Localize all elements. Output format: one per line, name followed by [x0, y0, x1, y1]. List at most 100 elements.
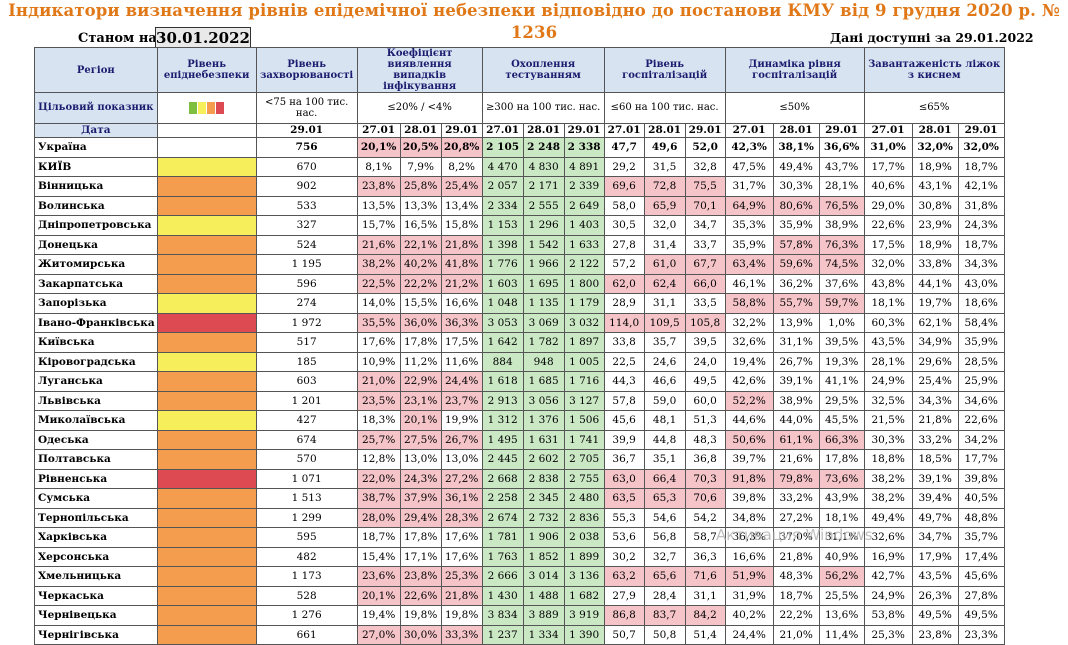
- oxygen-beds-value: 43,5%: [863, 332, 913, 353]
- hospitalization-dynamics-value: 55,7%: [772, 293, 820, 314]
- hospitalization-dynamics-value: 48,3%: [772, 566, 820, 587]
- incidence-value: 524: [255, 234, 358, 255]
- detection-value: 27,5%: [399, 429, 442, 450]
- testing-value: 3 136: [563, 566, 605, 587]
- hospitalization-value: 54,6: [643, 507, 686, 528]
- target-detection: ≤20% / <4%: [356, 92, 483, 124]
- testing-value: 884: [481, 351, 524, 372]
- detection-value: 21,2%: [440, 273, 483, 294]
- detection-value: 20,5%: [399, 137, 442, 158]
- hospitalization-value: 30,5: [603, 215, 645, 236]
- hospitalization-value: 36,7: [603, 449, 645, 470]
- detection-value: 13,5%: [356, 195, 401, 216]
- oxygen-beds-value: 18,8%: [863, 449, 913, 470]
- testing-value: 2 105: [481, 137, 524, 158]
- testing-value: 4 891: [563, 156, 605, 177]
- incidence-value: 674: [255, 429, 358, 450]
- region-row: Волинська 533 13,5% 13,3% 13,4% 2 334 2 555 2 6…: [34, 195, 1005, 216]
- hospitalization-dynamics-value: 49,4%: [772, 156, 820, 177]
- oxygen-beds-value: 21,5%: [863, 410, 913, 431]
- region-name: Донецька: [34, 234, 158, 255]
- oxygen-beds-value: 18,9%: [911, 234, 959, 255]
- date-cell: 29.01: [563, 123, 605, 138]
- date-cell: 28.01: [522, 123, 565, 138]
- detection-value: 7,9%: [399, 156, 442, 177]
- hospitalization-dynamics-value: 76,3%: [818, 234, 865, 255]
- hospitalization-value: 114,0: [603, 312, 645, 333]
- oxygen-beds-value: 23,3%: [957, 624, 1005, 645]
- hospitalization-dynamics-value: 43,9%: [818, 488, 865, 509]
- hospitalization-value: 63,5: [603, 488, 645, 509]
- testing-value: 3 919: [563, 605, 605, 626]
- oxygen-beds-value: 18,9%: [911, 156, 959, 177]
- date-cell: 27.01: [603, 123, 645, 138]
- testing-value: 1 005: [563, 351, 605, 372]
- date-cell: 28.01: [772, 123, 820, 138]
- date-cell: 28.01: [643, 123, 686, 138]
- hospitalization-dynamics-value: 35,9%: [772, 215, 820, 236]
- hospitalization-dynamics-value: 18,1%: [818, 507, 865, 528]
- detection-value: 13,3%: [399, 195, 442, 216]
- oxygen-beds-value: 39,1%: [911, 468, 959, 489]
- oxygen-beds-value: 43,5%: [911, 566, 959, 587]
- hospitalization-value: 75,5: [684, 176, 726, 197]
- hospitalization-value: 24,0: [684, 351, 726, 372]
- incidence-value: 1 513: [255, 488, 358, 509]
- hospitalization-dynamics-value: 57,8%: [772, 234, 820, 255]
- level-swatch-green: [189, 102, 198, 114]
- region-name: Луганська: [34, 371, 158, 392]
- hospitalization-value: 53,6: [603, 527, 645, 548]
- target-row: Цільовий показник <75 на 100 тис. нас. ≤…: [34, 92, 1005, 124]
- incidence-value: 1 299: [255, 507, 358, 528]
- testing-value: 2 666: [481, 566, 524, 587]
- detection-value: 22,5%: [356, 273, 401, 294]
- oxygen-beds-value: 43,8%: [863, 273, 913, 294]
- testing-value: 1 403: [563, 215, 605, 236]
- testing-value: 2 248: [522, 137, 565, 158]
- incidence-value: 603: [255, 371, 358, 392]
- epidemic-level-cell: [156, 624, 257, 645]
- testing-value: 1 312: [481, 410, 524, 431]
- hospitalization-dynamics-value: 42,6%: [724, 371, 774, 392]
- testing-value: 2 602: [522, 449, 565, 470]
- hospitalization-dynamics-value: 59,7%: [818, 293, 865, 314]
- testing-value: 2 345: [522, 488, 565, 509]
- detection-value: 23,5%: [356, 390, 401, 411]
- hospitalization-value: 33,5: [684, 293, 726, 314]
- hospitalization-dynamics-value: 79,8%: [772, 468, 820, 489]
- region-name: Київська: [34, 332, 158, 353]
- epidemic-level-cell: [156, 312, 257, 333]
- detection-value: 36,0%: [399, 312, 442, 333]
- oxygen-beds-value: 23,8%: [911, 624, 959, 645]
- hospitalization-value: 48,1: [643, 410, 686, 431]
- target-hospitalization: ≤60 на 100 тис. нас.: [603, 92, 726, 124]
- hospitalization-dynamics-value: 19,4%: [724, 351, 774, 372]
- detection-value: 20,8%: [440, 137, 483, 158]
- oxygen-beds-value: 18,7%: [957, 156, 1005, 177]
- hospitalization-dynamics-value: 38,1%: [772, 137, 820, 158]
- oxygen-beds-value: 48,8%: [957, 507, 1005, 528]
- hospitalization-value: 86,8: [603, 605, 645, 626]
- epidemic-level-cell: [156, 488, 257, 509]
- oxygen-beds-value: 32,5%: [863, 390, 913, 411]
- target-level-swatches: [156, 92, 257, 124]
- region-row: Херсонська 482 15,4% 17,1% 17,6% 1 763 1 852 1 …: [34, 546, 1005, 567]
- epidemic-level-cell: [156, 585, 257, 606]
- date-cell: 29.01: [957, 123, 1005, 138]
- testing-value: 2 755: [563, 468, 605, 489]
- hospitalization-value: 32,8: [684, 156, 726, 177]
- oxygen-beds-value: 62,1%: [911, 312, 959, 333]
- detection-value: 17,1%: [399, 546, 442, 567]
- oxygen-beds-value: 31,0%: [863, 137, 913, 158]
- hospitalization-value: 65,9: [643, 195, 686, 216]
- hospitalization-value: 69,6: [603, 176, 645, 197]
- region-name: Херсонська: [34, 546, 158, 567]
- hospitalization-value: 39,5: [684, 332, 726, 353]
- windows-activation-watermark: Активация Windows: [716, 526, 873, 544]
- hospitalization-dynamics-value: 33,2%: [772, 488, 820, 509]
- hospitalization-value: 44,8: [643, 429, 686, 450]
- detection-value: 13,0%: [399, 449, 442, 470]
- detection-value: 23,1%: [399, 390, 442, 411]
- hospitalization-dynamics-value: 11,4%: [818, 624, 865, 645]
- hospitalization-dynamics-value: 16,6%: [724, 546, 774, 567]
